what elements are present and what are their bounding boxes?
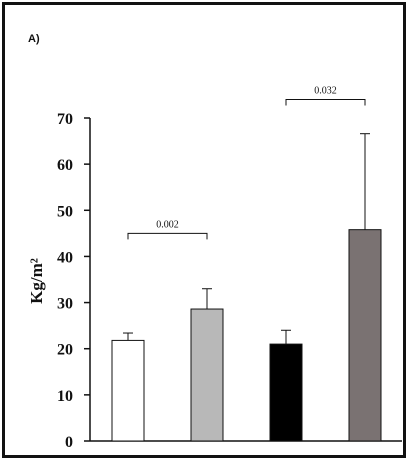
panel-label: A) bbox=[28, 33, 40, 45]
y-tick-label: 40 bbox=[57, 249, 73, 266]
p-value-label: 0.002 bbox=[156, 219, 179, 230]
significance-bracket bbox=[285, 99, 366, 106]
y-tick-label: 30 bbox=[57, 296, 73, 313]
significance-bracket bbox=[127, 232, 208, 240]
bar bbox=[348, 229, 382, 442]
y-tick-label: 50 bbox=[57, 203, 73, 220]
y-tick-label: 0 bbox=[65, 434, 73, 451]
y-tick-label: 20 bbox=[57, 342, 73, 359]
y-tick-label: 60 bbox=[57, 157, 73, 174]
y-tick-label: 10 bbox=[57, 388, 73, 405]
bar bbox=[190, 308, 224, 442]
plot-area: 0 10 20 30 40 50 60 70 0.002 0.032 bbox=[57, 86, 402, 451]
bar bbox=[269, 343, 303, 442]
y-tick-label: 70 bbox=[57, 111, 73, 128]
y-axis-title: Kg/m² bbox=[27, 258, 46, 304]
p-value-label: 0.032 bbox=[314, 86, 337, 97]
bar bbox=[111, 339, 145, 442]
